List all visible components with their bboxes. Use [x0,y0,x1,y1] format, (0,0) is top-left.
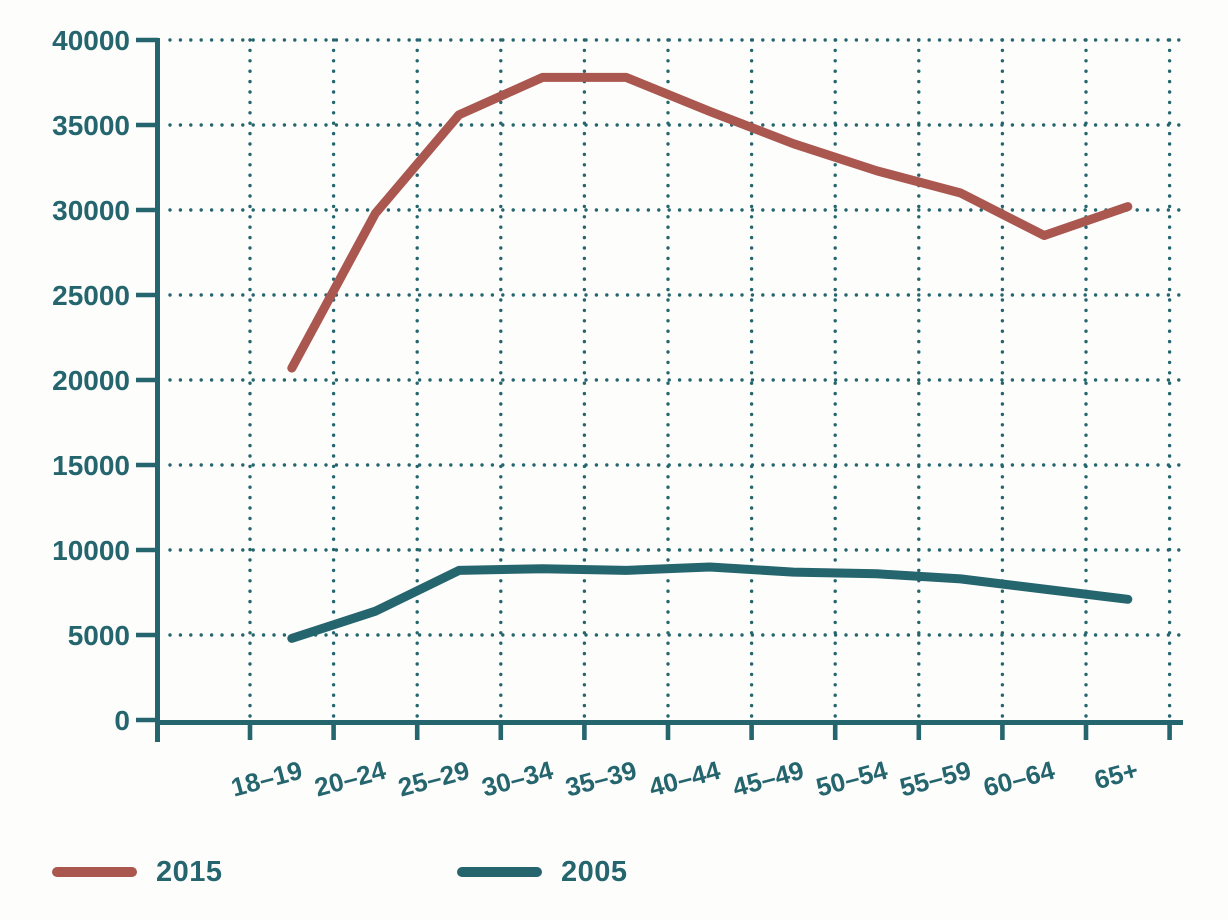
y-axis-tick-label: 5000 [68,620,130,651]
y-axis-tick-label: 40000 [52,25,130,56]
x-axis-category-label: 55–59 [897,755,975,803]
legend-swatch-2015 [52,867,137,877]
y-axis-tick-label: 20000 [52,365,130,396]
y-axis-tick-label: 35000 [52,110,130,141]
y-axis-tick-label: 15000 [52,450,130,481]
x-axis-category-label: 35–39 [562,755,640,803]
series-line-2015 [287,72,1133,373]
legend-swatch-2005 [457,867,542,877]
legend: 2015 2005 [0,852,1228,892]
x-axis-category-label: 18–19 [228,755,306,803]
y-axis-tick-label: 25000 [52,280,130,311]
y-axis-tick-label: 0 [114,705,130,736]
x-axis-category-label: 45–49 [729,755,807,803]
x-axis-category-label: 25–29 [395,755,473,803]
x-axis-category-label: 20–24 [311,755,389,803]
x-axis-category-label: 60–64 [980,755,1058,803]
x-axis-category-label: 30–34 [479,755,557,803]
legend-item-2015: 2015 [52,852,223,892]
x-axis-category-label: 50–54 [813,755,891,803]
legend-label-2015: 2015 [156,855,223,888]
legend-label-2005: 2005 [561,855,628,888]
y-axis-tick-label: 30000 [52,195,130,226]
series-line-2005 [287,562,1133,643]
x-axis-category-label: 65+ [1091,755,1141,795]
legend-item-2005: 2005 [457,852,628,892]
y-axis-tick-label: 10000 [52,535,130,566]
x-axis-category-label: 40–44 [646,755,724,803]
